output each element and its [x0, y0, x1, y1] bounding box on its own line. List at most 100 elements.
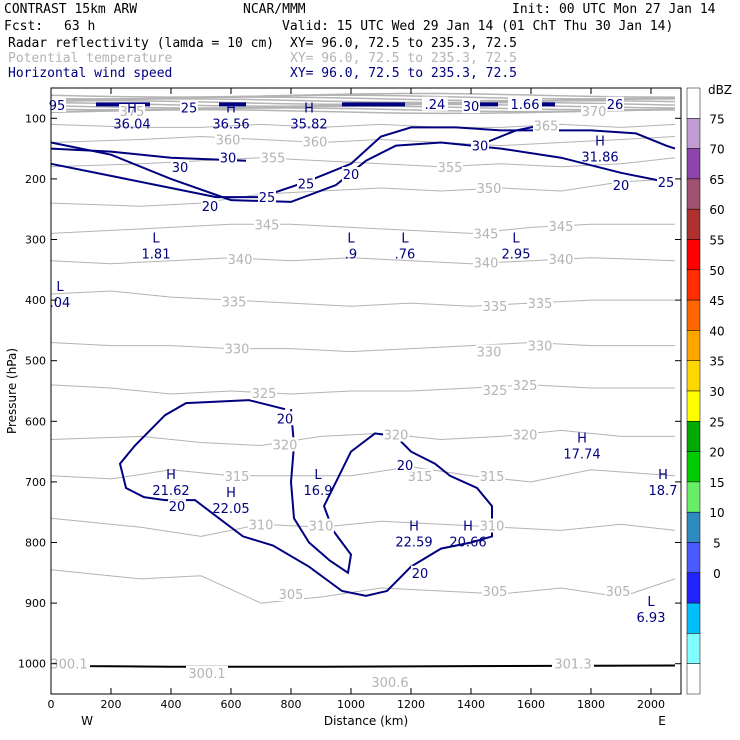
x-axis: 0 200 400 600 800 1000 1200 1400 1600 1800 2000 [48, 88, 665, 711]
extrema-type: H [127, 101, 137, 116]
theta-label-bg [248, 517, 274, 532]
theta-label-bg [482, 299, 508, 314]
theta-label: 320 [273, 438, 298, 453]
wind-label-bg [396, 457, 414, 472]
theta-label-bg [383, 427, 409, 442]
wind-contour-25 [50, 126, 676, 199]
extrema-value: 35.82 [290, 117, 327, 132]
extrema-type: L [401, 232, 409, 247]
wind-label: 20 [412, 567, 429, 582]
theta-label-bg [260, 150, 286, 165]
y-tick-label: 400 [25, 294, 46, 307]
theta-contour-365 [50, 123, 676, 128]
y-axis: 100 200 300 400 500 600 700 800 900 1000 [18, 112, 681, 671]
extrema-value: 22.59 [395, 535, 432, 550]
colorbar-swatch [686, 390, 701, 422]
wind-speed-contours [50, 102, 676, 597]
theta-label: 345 [255, 218, 280, 233]
theta-label-bg [479, 468, 505, 483]
extrema-type: L [347, 232, 355, 247]
extrema-type: H [226, 101, 236, 116]
contour-labels: 300.1 300.1 300.6 301.3 305 305 305 310 310 310 31… [48, 96, 675, 691]
colorbar-swatch [686, 602, 701, 634]
colorbar-level-label: 50 [709, 264, 724, 278]
wind-label-bg [201, 199, 219, 214]
theta-contour-305 [50, 569, 676, 604]
colorbar-unit: dBZ [708, 83, 732, 97]
theta-label-bg [221, 294, 247, 309]
colorbar-swatch [686, 360, 701, 392]
colorbar-swatch [686, 542, 701, 574]
x-tick-label: 1600 [517, 698, 545, 711]
top-value-label-bg [606, 96, 624, 111]
theta-label-bg [215, 132, 241, 147]
theta-label: 310 [309, 520, 334, 535]
theta-label-bg [512, 377, 538, 392]
top-value-label-bg [422, 96, 448, 111]
colorbar-swatch [686, 511, 701, 543]
theta-label-bg [227, 251, 253, 266]
extrema-value: 31.86 [581, 151, 618, 166]
colorbar-swatch [686, 148, 701, 180]
theta-label-bg [479, 518, 505, 533]
theta-contour-325 [50, 384, 675, 395]
theta-label-bg [224, 468, 250, 483]
theta-label-bg [482, 583, 508, 598]
extrema-type: L [647, 595, 655, 610]
extrema-value: 6.93 [637, 611, 666, 626]
wind-label-bg [276, 411, 294, 426]
wind-label: 30 [172, 161, 189, 176]
colorbar-swatch [686, 118, 701, 149]
wind-label-bg [258, 190, 276, 205]
field-name-wind: Horizontal wind speed [8, 66, 173, 81]
extrema-type: H [658, 468, 668, 483]
colorbar-swatch [686, 572, 701, 604]
west-label: W [81, 714, 93, 728]
theta-label-bg [581, 104, 607, 119]
theta-label: 335 [528, 297, 553, 312]
wind-label: 30 [463, 100, 480, 115]
theta-label: 300.1 [50, 658, 87, 673]
wind-contour-20 [118, 399, 493, 597]
theta-label: 315 [480, 470, 505, 485]
top-value-label: .24 [425, 98, 446, 113]
top-value-label: 95 [49, 99, 66, 114]
upper-theta-line [50, 92, 676, 98]
wind-contour-20 [50, 141, 667, 203]
colorbar-swatch [686, 421, 701, 452]
theta-contour-310 [50, 517, 676, 537]
colorbar-swatch [686, 481, 701, 513]
top-value-label-bg [508, 96, 542, 111]
theta-label-bg [278, 587, 304, 602]
colorbar-swatch [686, 633, 701, 664]
colorbar-level-label: 55 [709, 234, 724, 248]
theta-label-bg [512, 427, 538, 442]
theta-contour-360 [50, 135, 676, 147]
wind-label-bg [219, 150, 237, 165]
theta-label: 360 [216, 134, 241, 149]
theta-label-bg [476, 344, 502, 359]
wind-label: 25 [658, 176, 675, 191]
extrema-value: 36.04 [113, 117, 150, 132]
theta-label: 375 [120, 105, 145, 120]
extrema-type: L [56, 280, 64, 295]
theta-label: 310 [249, 518, 274, 533]
forecast-label: Fcst: [4, 19, 44, 34]
theta-label-bg [527, 338, 553, 353]
colorbar-level-label: 45 [709, 294, 724, 308]
wind-label-bg [462, 99, 480, 114]
extrema-type: H [304, 101, 314, 116]
colorbar-level-label: 10 [709, 506, 724, 520]
wind-label: 30 [220, 152, 237, 167]
theta-label: 320 [513, 429, 538, 444]
theta-label: 325 [252, 387, 277, 402]
x-tick-label: 800 [281, 698, 302, 711]
top-value-label: 25 [181, 101, 198, 116]
top-value-label: 1.66 [511, 98, 540, 113]
theta-label-bg [119, 104, 145, 119]
theta-label: 365 [534, 120, 559, 135]
colorbar-swatch [686, 208, 701, 240]
colorbar-level-label: 15 [709, 476, 724, 490]
theta-label: 325 [513, 379, 538, 394]
